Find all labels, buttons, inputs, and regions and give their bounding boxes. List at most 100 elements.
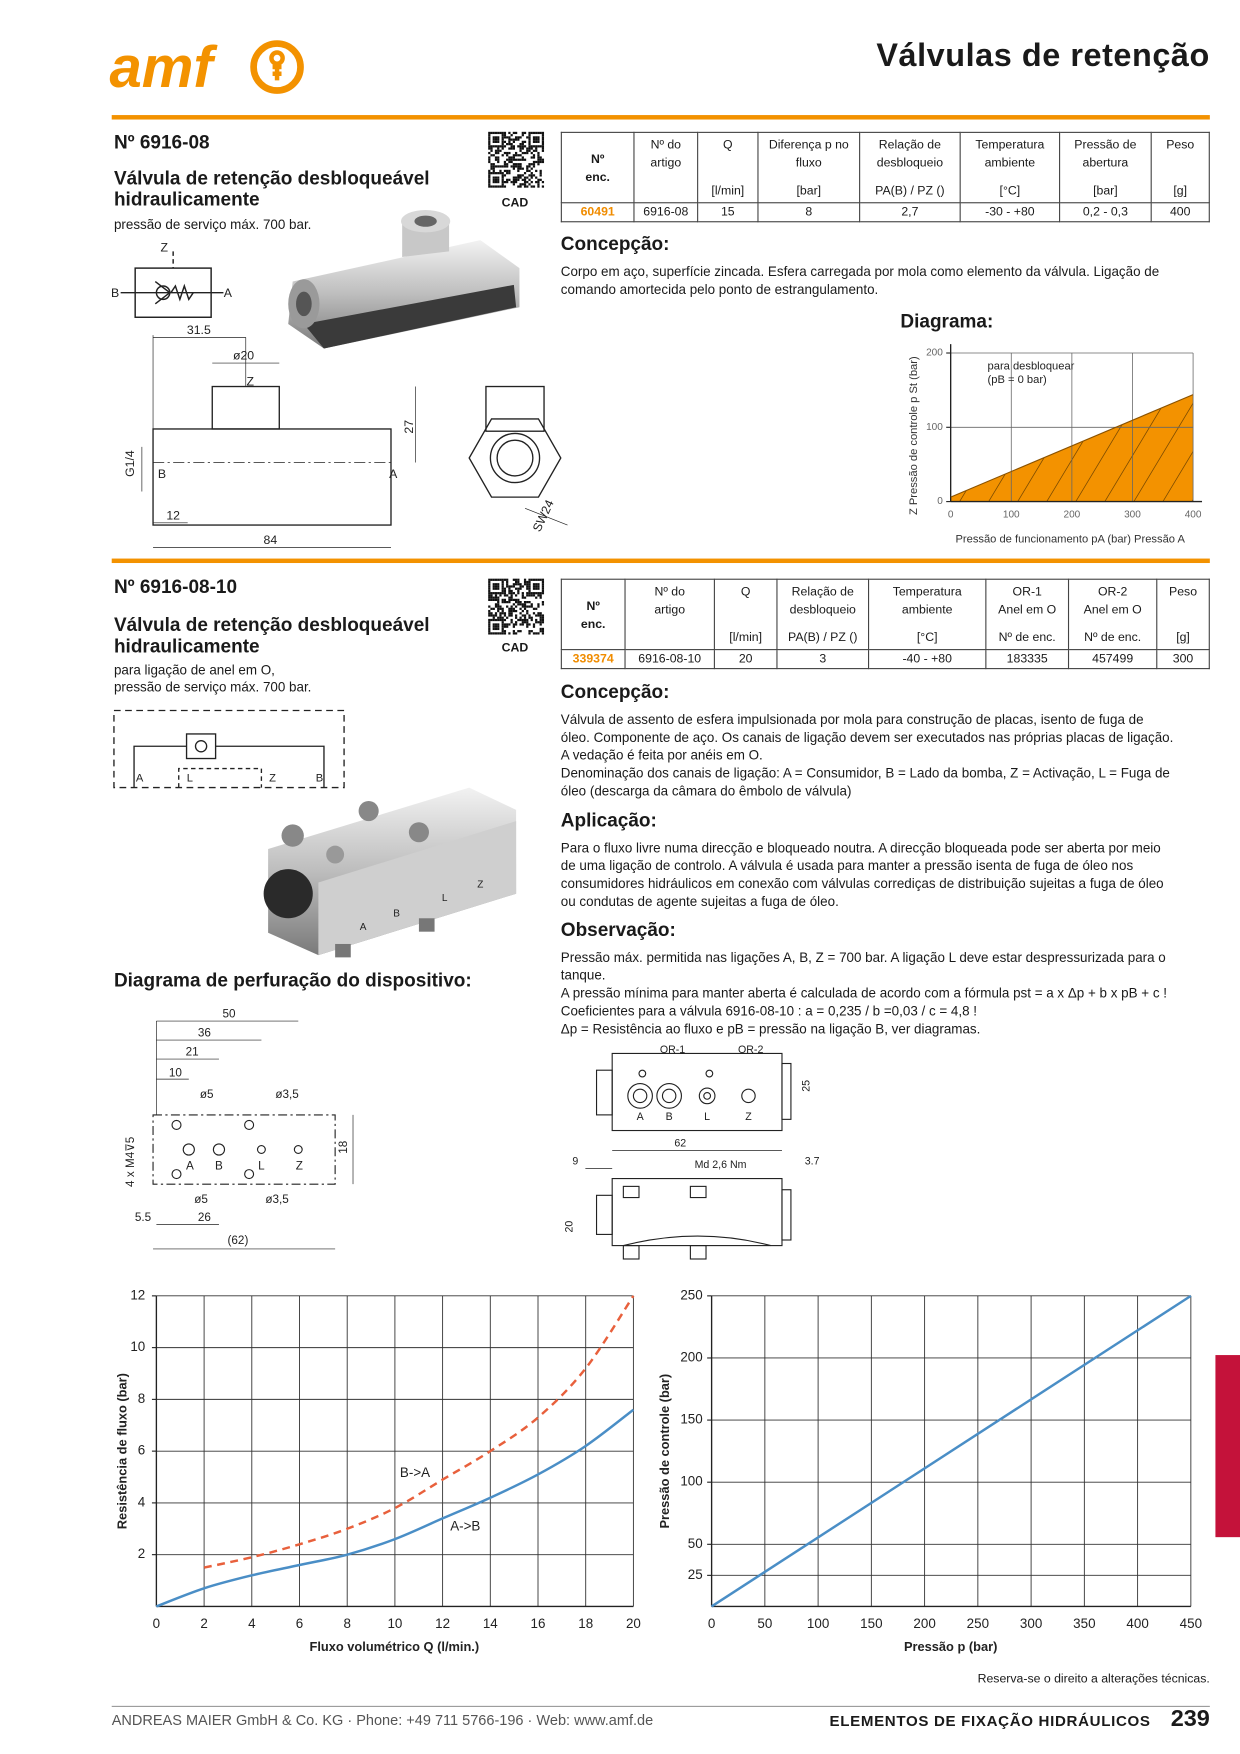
qr-module [494, 618, 498, 622]
qr-module [492, 614, 495, 617]
qr-module [528, 140, 531, 143]
qr-module [501, 180, 504, 184]
qr-module [523, 618, 527, 622]
qr-module [492, 178, 495, 181]
qr-module [514, 587, 518, 590]
qr-module [488, 596, 491, 599]
data-row: 60491 6916-08 15 8 2,7 -30 - +80 0,2 - 0,3 400 [560, 202, 1210, 223]
qr-module [497, 172, 500, 175]
qr-module [514, 616, 518, 619]
y-tick-label: 150 [680, 1412, 702, 1427]
qr-module [532, 163, 536, 166]
header-cell: Peso [g] [1156, 578, 1210, 651]
qr-module [528, 578, 531, 581]
qr-module [488, 632, 491, 635]
qr-module [508, 169, 511, 173]
qr-module [501, 592, 504, 595]
qr-module [510, 134, 513, 137]
qr-module [512, 578, 515, 581]
qr-module [532, 154, 536, 157]
qr-module [512, 607, 515, 610]
paragraph: Para o fluxo livre numa direcção e bloqu… [561, 839, 1164, 910]
qr-module [501, 174, 504, 177]
qr-module [523, 183, 527, 186]
qr-module [503, 578, 507, 581]
series-label: B->A [400, 1465, 430, 1480]
qr-module [517, 630, 520, 633]
qr-module [517, 138, 520, 141]
header-content: Nº do artigo [629, 580, 711, 647]
drawing-label: A [136, 773, 144, 785]
qr-module [519, 174, 522, 177]
qr-module [492, 154, 495, 157]
x-tick-label: 50 [757, 1616, 772, 1631]
product-photo [288, 210, 520, 349]
cell: 0,2 - 0,3 [1059, 202, 1152, 223]
qr-module [517, 603, 520, 606]
qr-module [530, 592, 533, 595]
header-line: Nº [586, 599, 600, 613]
product-note: pressão de serviço máx. 700 bar. [114, 216, 311, 234]
hatch-line [1191, 394, 1194, 502]
header-content: Q [l/min] [702, 133, 755, 200]
qr-module [517, 167, 520, 170]
qr-module [526, 169, 529, 173]
qr-module [519, 630, 522, 633]
qr-module [508, 596, 511, 599]
qr-module [508, 172, 511, 175]
drawing-label: B [158, 467, 166, 481]
qr-module [532, 156, 536, 159]
x-tick-label: 300 [1124, 510, 1141, 521]
qr-module [532, 607, 536, 610]
qr-module [530, 145, 533, 148]
qr-module [497, 165, 500, 168]
qr-module [521, 609, 524, 613]
x-tick-label: 0 [153, 1616, 160, 1631]
qr-module [488, 147, 491, 150]
text-line: Pressão máx. permitida nas ligações A, B… [560, 949, 1166, 966]
qr-module [528, 131, 531, 135]
qr-module [539, 158, 542, 161]
qr-module [521, 614, 524, 617]
qr-module [528, 587, 531, 590]
y-tick-label: 200 [926, 348, 943, 359]
qr-module [503, 140, 507, 143]
qr-module [499, 607, 502, 610]
qr-module [510, 160, 513, 164]
qr-module [541, 583, 545, 586]
qr-module [541, 134, 545, 137]
qr-module [532, 185, 536, 188]
qr-module [521, 183, 524, 186]
qr-module [528, 163, 531, 166]
qr-module [514, 154, 518, 157]
qr-module [539, 578, 542, 581]
header-line: ambiente [901, 603, 953, 617]
series-label: A->B [450, 1519, 480, 1534]
qr-module [512, 165, 515, 168]
qr-module [523, 176, 527, 179]
header-line: enc. [585, 170, 610, 184]
product-number: Nº 6916-08 [113, 131, 210, 154]
qr-module [497, 178, 500, 181]
product-name-line: Válvula de retenção desbloqueável [113, 167, 430, 189]
text-line: consumidores hidráulicos em conexão com … [560, 875, 1164, 892]
drawing-label: 5.5 [135, 1211, 152, 1224]
qr-module [510, 592, 513, 595]
header-content: Temperatura ambiente [°C] [964, 133, 1056, 200]
qr-module [494, 594, 498, 597]
y-tick-label: 200 [680, 1350, 702, 1365]
qr-module [535, 149, 538, 152]
qr-module [530, 618, 533, 622]
qr-module [521, 623, 524, 626]
x-tick-label: 0 [948, 510, 954, 521]
qr-module [526, 625, 529, 628]
qr-module [508, 612, 511, 615]
qr-module [499, 578, 502, 581]
cell: 3 [776, 649, 870, 670]
qr-code [488, 578, 545, 635]
qr-module [501, 587, 504, 590]
qr-module [517, 154, 520, 157]
qr-module [503, 165, 507, 168]
qr-module [514, 580, 518, 584]
text-line: comando amortecida pelo ponto de estrang… [560, 281, 879, 298]
